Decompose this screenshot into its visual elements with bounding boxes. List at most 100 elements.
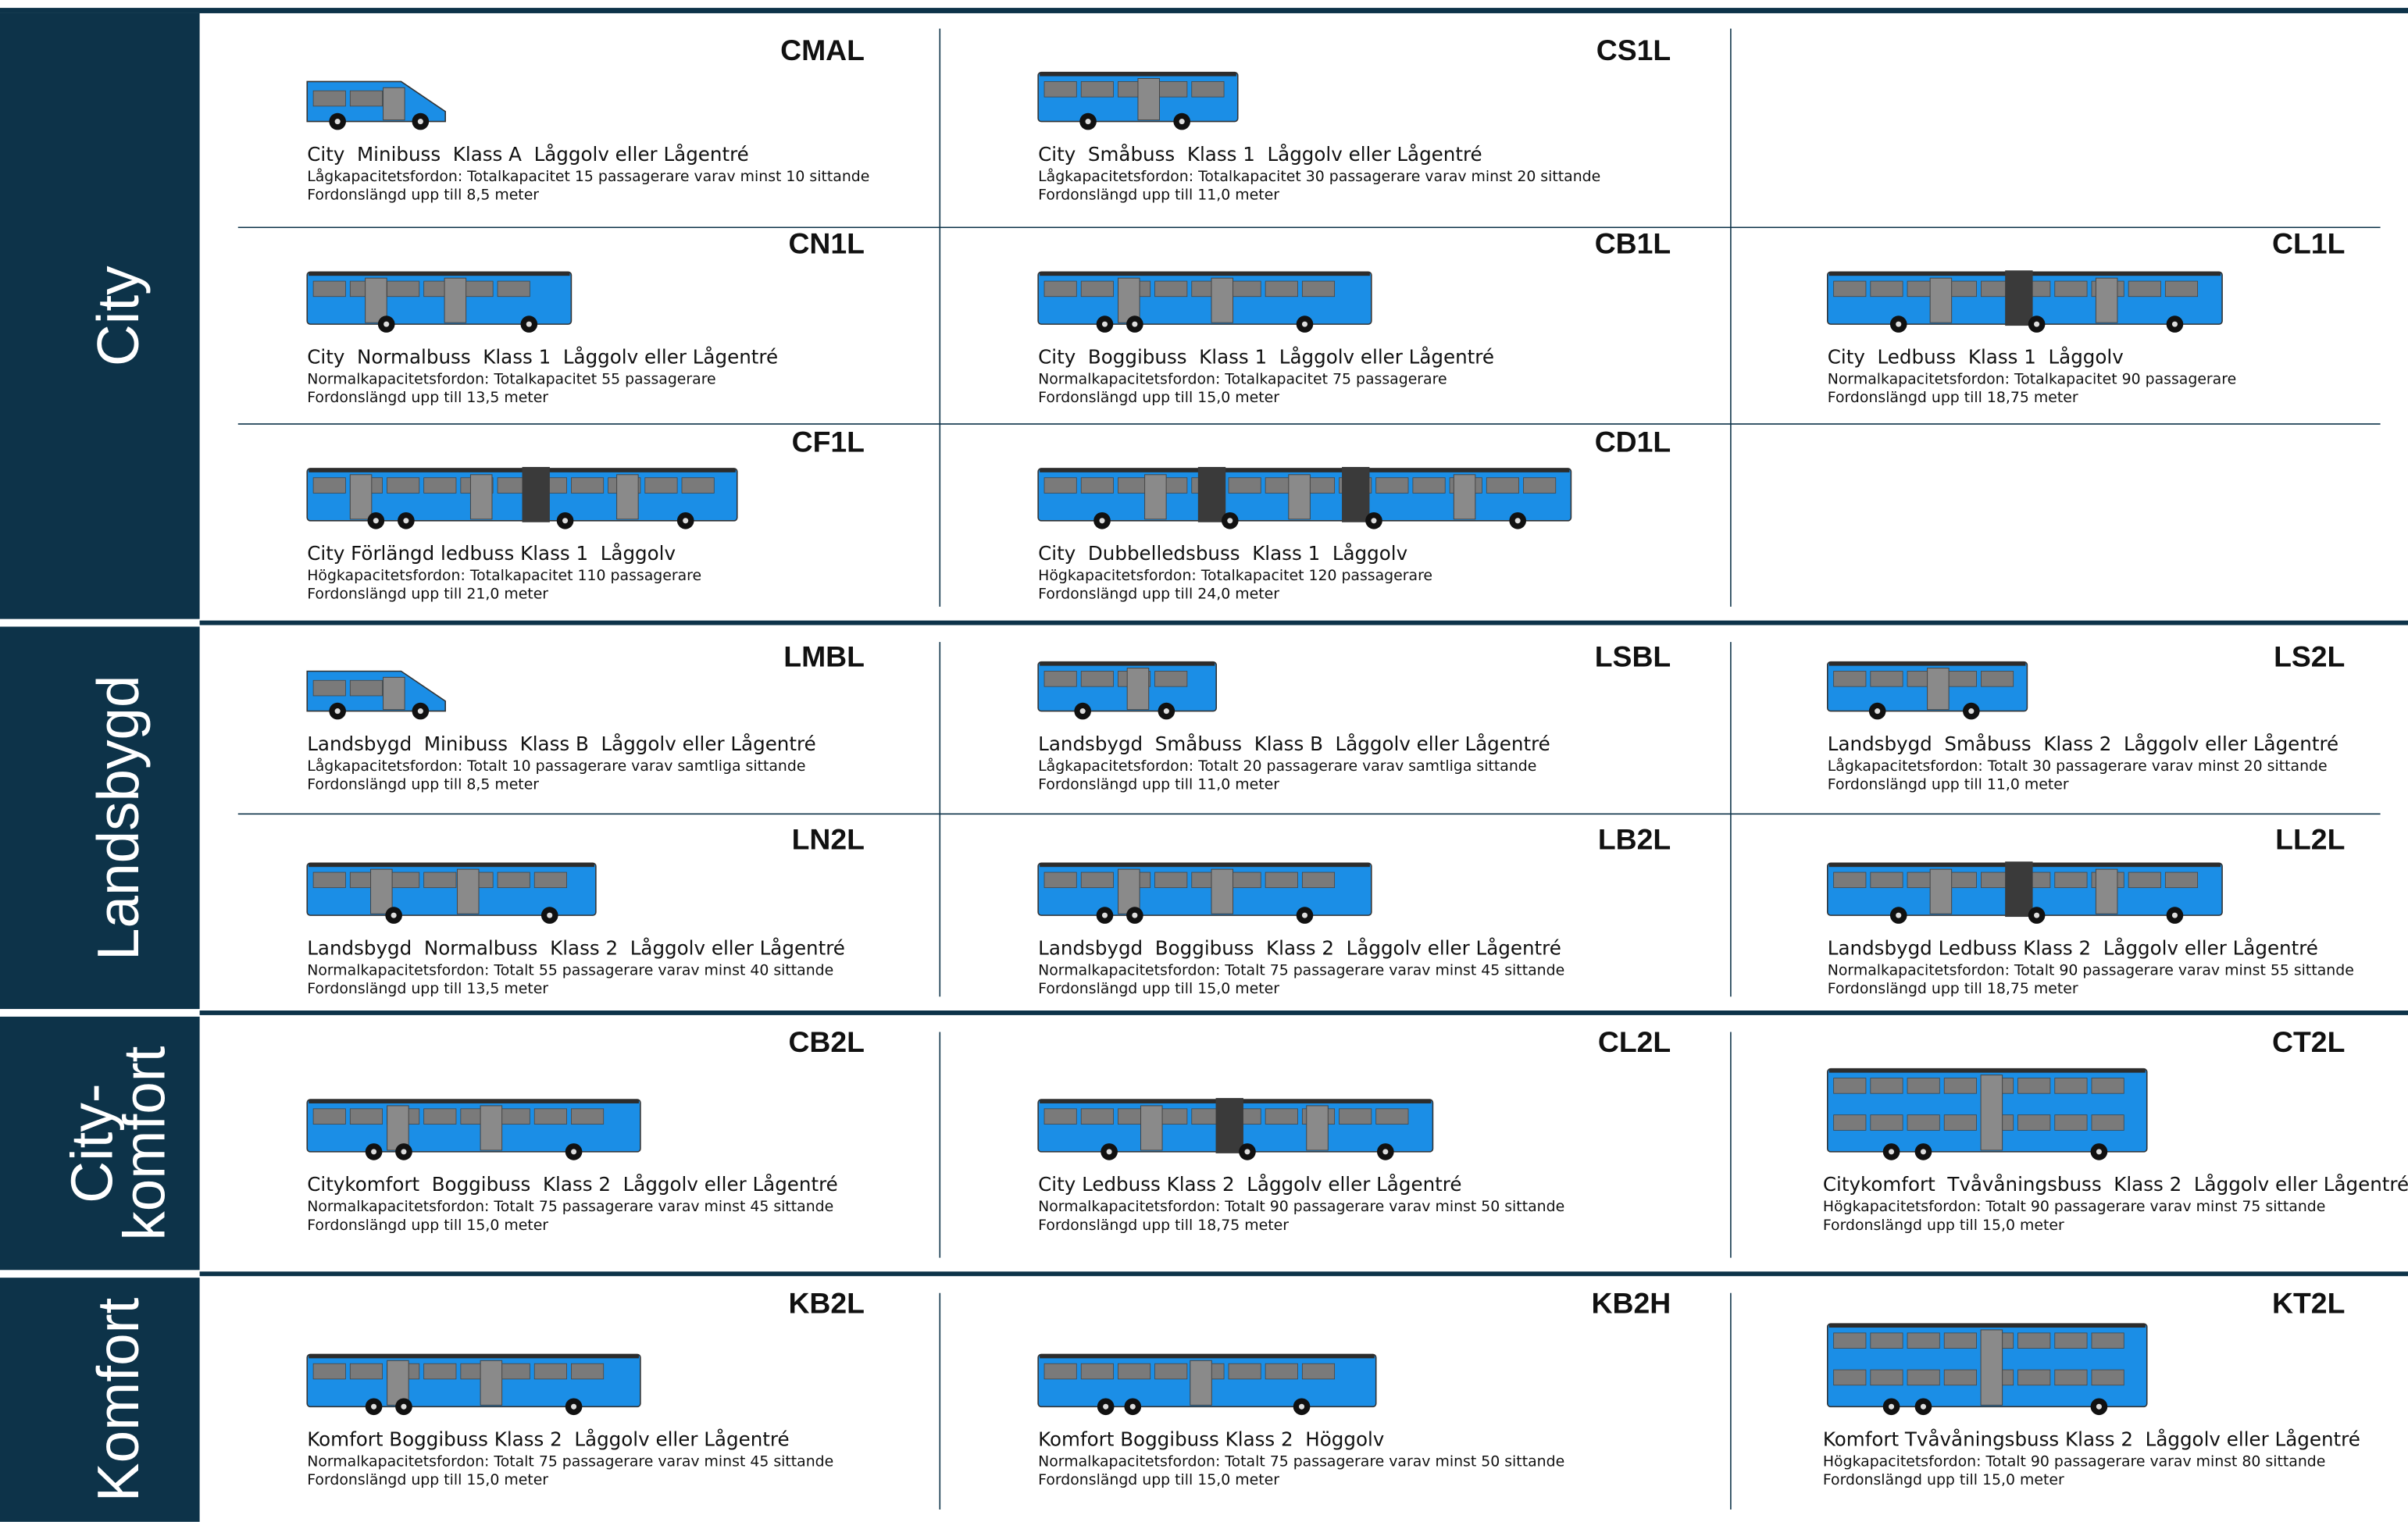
bus-icon xyxy=(1828,861,2222,924)
bus-window xyxy=(2018,1370,2050,1385)
bus-hub xyxy=(1099,518,1104,523)
bus-window xyxy=(1834,281,1866,297)
bus-icon xyxy=(1038,863,1372,924)
vehicle-code: CS1L xyxy=(1596,34,1671,66)
vehicle-detail: Normalkapacitetsfordon: Totalkapacitet 7… xyxy=(1038,370,1447,387)
bus-hub xyxy=(1889,1149,1894,1154)
bus-icon xyxy=(1038,1098,1432,1160)
bus-window xyxy=(313,1109,345,1125)
bus-hub xyxy=(418,119,423,124)
bus-window xyxy=(1834,1333,1866,1349)
section-separator xyxy=(200,621,2408,626)
bus-door xyxy=(480,1106,502,1150)
vehicle-code: CL2L xyxy=(1598,1025,1671,1058)
bus-door xyxy=(366,278,387,323)
bus-window xyxy=(534,1363,566,1379)
bus-hub xyxy=(2096,1149,2102,1154)
bus-hub xyxy=(562,518,568,523)
bus-hub xyxy=(1302,913,1307,918)
bus-window xyxy=(1229,281,1261,297)
bus-hub xyxy=(2096,1404,2102,1410)
bus-window xyxy=(1871,1078,1903,1094)
bus-door xyxy=(1981,1330,2003,1405)
bus-window xyxy=(571,1363,603,1379)
bus-door xyxy=(383,677,405,709)
vehicle-detail: Lågkapacitetsfordon: Totalt 30 passagera… xyxy=(1828,757,2328,775)
bus-icon xyxy=(307,671,445,719)
bus-roof xyxy=(309,863,594,867)
section-label: komfort xyxy=(111,1046,177,1240)
bus-window xyxy=(424,478,456,494)
bus-window xyxy=(1376,478,1408,494)
vehicle-detail: Normalkapacitetsfordon: Totalt 75 passag… xyxy=(1038,961,1564,978)
bus-hub xyxy=(403,518,408,523)
bus-door xyxy=(1145,475,1167,519)
bus-hub xyxy=(547,913,552,918)
bus-window xyxy=(1376,1109,1408,1125)
bus-door xyxy=(1454,475,1475,519)
vehicle-code: CT2L xyxy=(2272,1025,2345,1058)
vehicle-detail: Normalkapacitetsfordon: Totalt 75 passag… xyxy=(307,1453,833,1470)
vehicle-detail: Fordonslängd upp till 15,0 meter xyxy=(307,1471,548,1488)
bus-hub xyxy=(1164,708,1169,714)
section-label: Komfort xyxy=(85,1297,151,1502)
bus-window xyxy=(1871,1370,1903,1385)
bus-door xyxy=(480,1360,502,1405)
bus-door xyxy=(617,475,639,519)
bus-door xyxy=(1930,278,1952,323)
bus-window xyxy=(1486,478,1518,494)
vehicle-title: City Ledbuss Klass 1 Låggolv xyxy=(1828,345,2124,368)
bus-window xyxy=(1229,1363,1261,1379)
vehicle-title: City Småbuss Klass 1 Låggolv eller Lågen… xyxy=(1038,143,1482,166)
vehicle-detail: Fordonslängd upp till 21,0 meter xyxy=(307,586,548,603)
bus-hub xyxy=(683,518,688,523)
vehicle-detail: Normalkapacitetsfordon: Totalt 90 passag… xyxy=(1038,1198,1564,1215)
bus-window xyxy=(313,281,345,297)
vehicle-detail: Högkapacitetsfordon: Totalkapacitet 110 … xyxy=(307,567,701,584)
bus-window xyxy=(387,478,419,494)
bus-icon xyxy=(1038,272,1372,333)
vehicle-detail: Fordonslängd upp till 18,75 meter xyxy=(1828,980,2078,997)
vehicle-title: Landsbygd Boggibuss Klass 2 Låggolv elle… xyxy=(1038,936,1561,959)
bus-window xyxy=(2055,1078,2087,1094)
bus-window xyxy=(1081,671,1113,686)
vehicle-detail: Fordonslängd upp till 11,0 meter xyxy=(1828,775,2069,793)
bus-hub xyxy=(401,1404,406,1410)
bus-hub xyxy=(371,1149,376,1154)
bus-hub xyxy=(1102,322,1108,327)
bus-window xyxy=(2055,1333,2087,1349)
bus-roof xyxy=(1829,1324,2146,1328)
bus-window xyxy=(1044,671,1076,686)
vehicle-code: LL2L xyxy=(2275,823,2345,856)
section-separator xyxy=(200,1271,2408,1276)
bus-icon xyxy=(1828,270,2222,333)
vehicle-detail: Normalkapacitetsfordon: Totalt 55 passag… xyxy=(307,961,833,978)
bus-hub xyxy=(1086,119,1091,124)
vehicle-code: LN2L xyxy=(792,823,865,856)
bus-window xyxy=(1834,1078,1866,1094)
bus-hub xyxy=(383,322,389,327)
bus-door xyxy=(1138,79,1160,120)
vehicle-code: LSBL xyxy=(1595,640,1671,673)
bus-window xyxy=(350,680,382,696)
bus-window xyxy=(1265,1363,1297,1379)
bus-window xyxy=(1302,1363,1334,1379)
vehicle-title: City Boggibuss Klass 1 Låggolv eller Låg… xyxy=(1038,345,1494,368)
bus-hub xyxy=(391,913,397,918)
bus-window xyxy=(498,1363,530,1379)
bus-window xyxy=(313,872,345,888)
bus-icon xyxy=(1038,1354,1376,1415)
bus-door xyxy=(1289,475,1311,519)
vehicle-code: KT2L xyxy=(2272,1286,2345,1319)
bus-roof xyxy=(1040,73,1236,77)
bus-window xyxy=(645,478,677,494)
bus-door xyxy=(1211,869,1233,914)
vehicle-detail: Fordonslängd upp till 11,0 meter xyxy=(1038,186,1279,203)
bus-window xyxy=(682,478,714,494)
bus-window xyxy=(2055,872,2087,888)
bus-window xyxy=(1834,872,1866,888)
vehicle-title: Landsbygd Normalbuss Klass 2 Låggolv ell… xyxy=(307,936,845,959)
top-bar xyxy=(0,8,2408,13)
bus-body xyxy=(307,1100,640,1152)
vehicle-detail: Fordonslängd upp till 15,0 meter xyxy=(1038,980,1279,997)
